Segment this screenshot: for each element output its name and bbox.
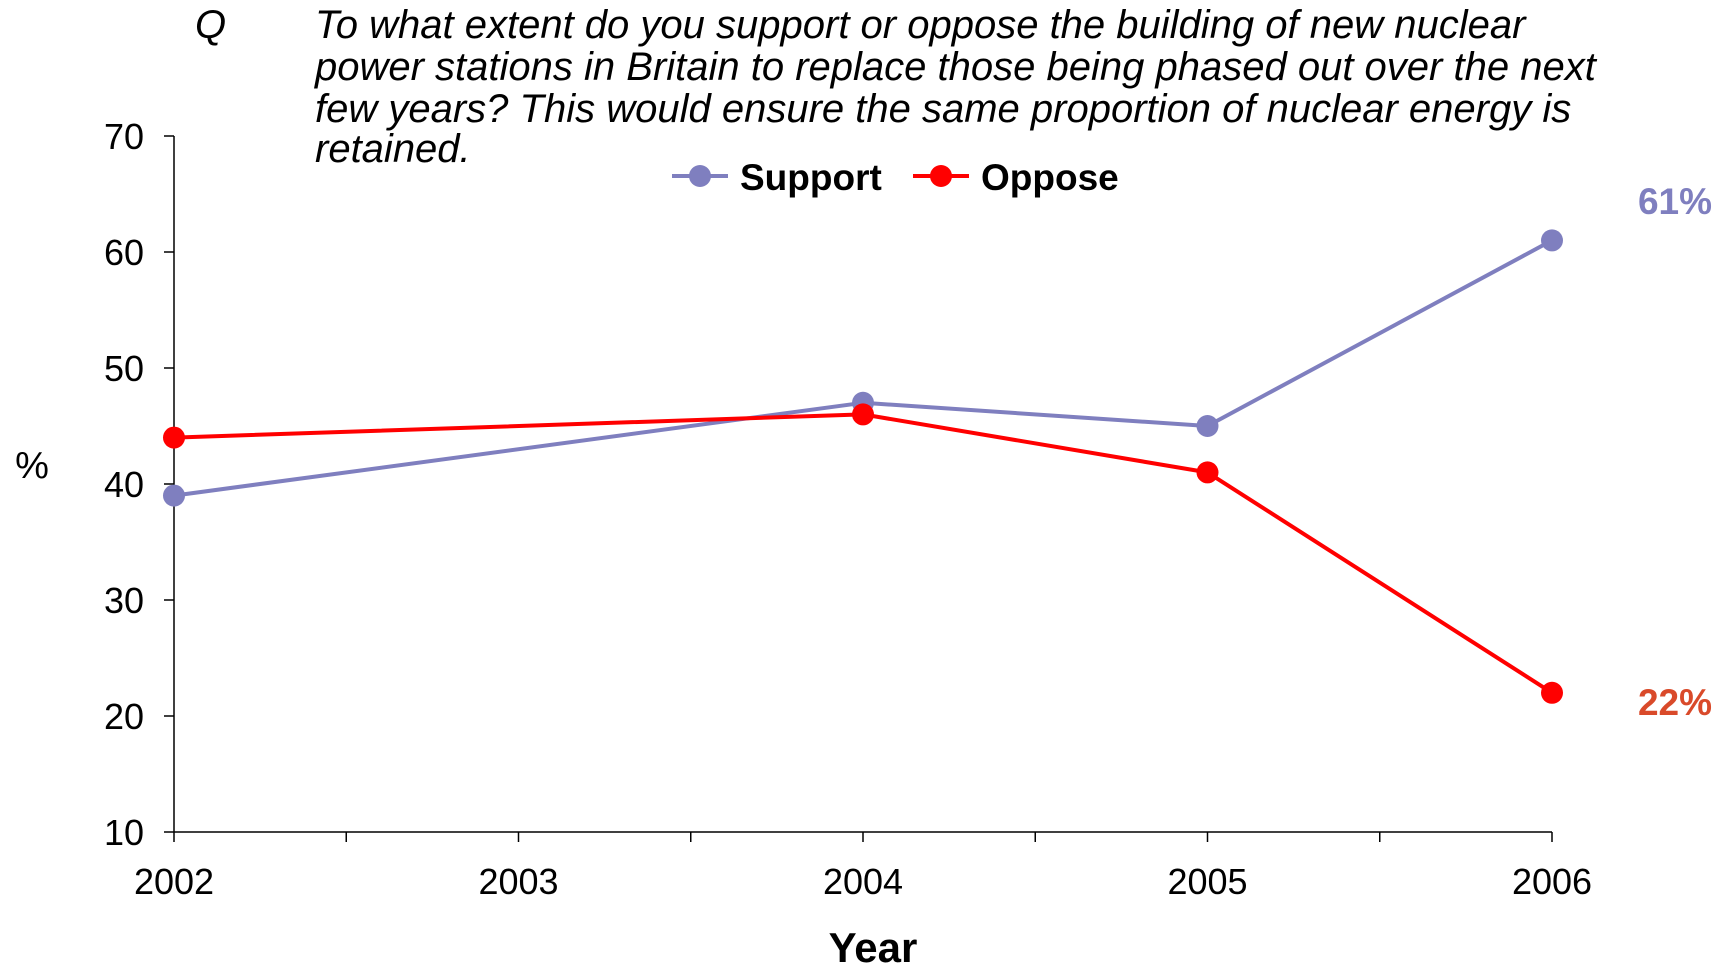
support-series-line (173, 238, 1553, 498)
y-tick-label: 10 (104, 812, 144, 853)
question-label: Q (195, 3, 226, 47)
legend-support-marker (689, 165, 711, 187)
question-line-1: To what extent do you support or oppose … (315, 3, 1527, 47)
legend-support-label: Support (740, 157, 882, 198)
x-tick-label: 2006 (1512, 861, 1592, 902)
oppose-data-point (1541, 681, 1563, 704)
x-axis-ticks: 2002 2003 2004 2005 2006 (134, 832, 1592, 902)
support-data-point (1196, 415, 1219, 437)
support-end-label: 61% (1638, 181, 1712, 222)
y-tick-label: 70 (104, 116, 144, 157)
oppose-data-point (163, 426, 185, 449)
support-data-point (163, 484, 185, 507)
question-line-2: power stations in Britain to replace tho… (314, 45, 1598, 89)
oppose-data-point (1196, 461, 1219, 484)
axes (173, 136, 1552, 833)
x-axis-title: Year (829, 924, 918, 971)
y-tick-label: 40 (104, 464, 144, 505)
y-tick-label: 50 (104, 348, 144, 389)
x-tick-label: 2003 (478, 861, 558, 902)
oppose-series-line (173, 412, 1554, 695)
support-data-point (1541, 229, 1563, 252)
x-tick-label: 2002 (134, 861, 214, 902)
y-axis-title: % (15, 445, 49, 487)
question-line-3: few years? This would ensure the same pr… (315, 87, 1571, 131)
x-tick-label: 2004 (823, 861, 903, 902)
series-layer (163, 229, 1563, 704)
y-tick-label: 30 (104, 580, 144, 621)
legend-oppose-marker (930, 165, 952, 187)
y-tick-label: 20 (104, 696, 144, 737)
oppose-end-label: 22% (1638, 682, 1712, 723)
legend: Support Oppose (672, 157, 1119, 198)
y-tick-label: 60 (104, 232, 144, 273)
question-line-4: retained. (315, 127, 471, 171)
x-tick-label: 2005 (1167, 861, 1247, 902)
oppose-data-point (852, 403, 874, 426)
y-axis-ticks: 10 20 30 40 50 60 70 (104, 116, 174, 853)
legend-oppose-label: Oppose (981, 157, 1119, 198)
